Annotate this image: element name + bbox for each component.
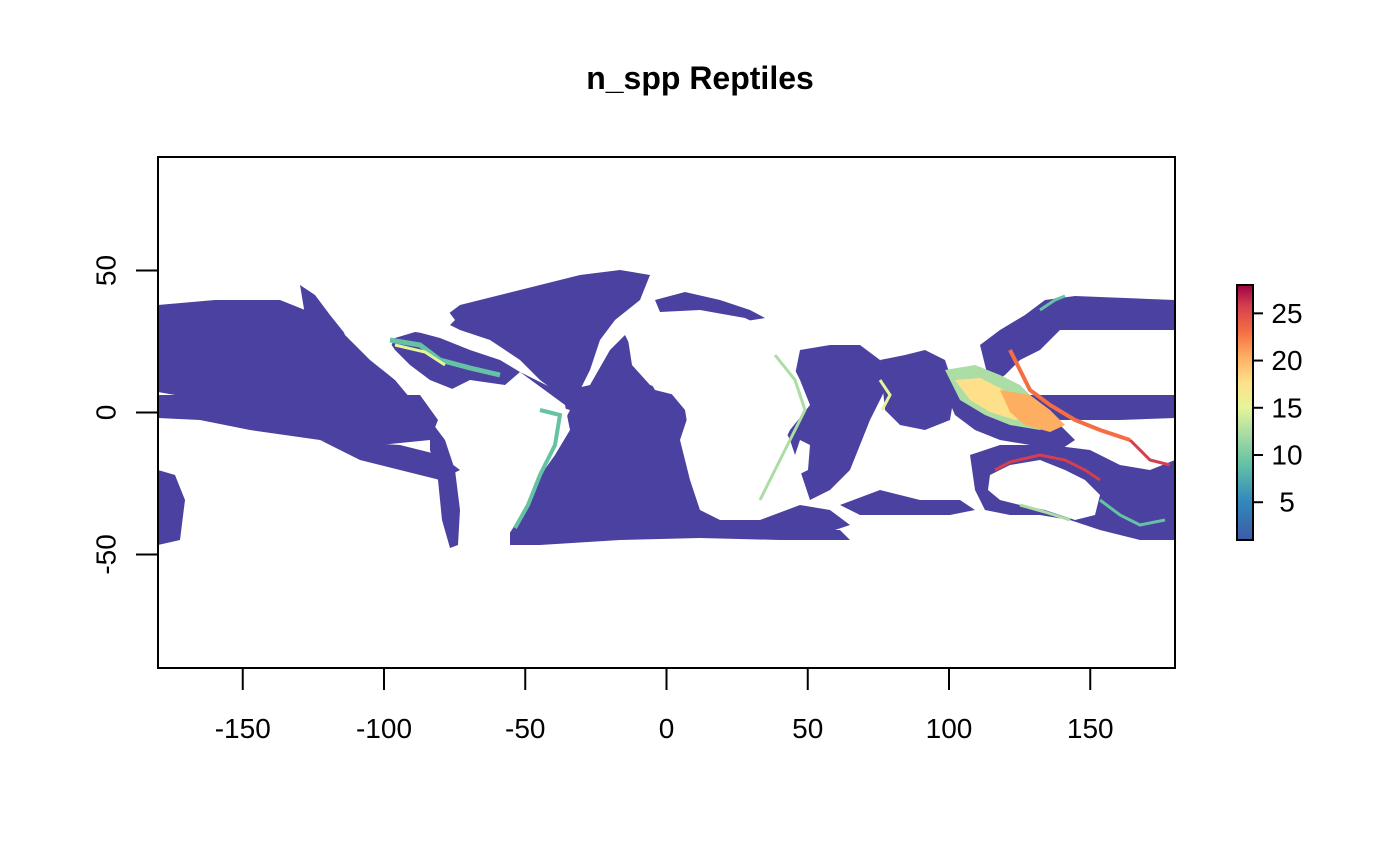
land-south-america: [440, 380, 570, 540]
land-madagascar: [795, 440, 810, 475]
coast-hotspot-africa: [758, 354, 807, 501]
x-tick-label: 0: [659, 713, 675, 744]
y-axis: -50 0 50: [91, 255, 158, 575]
x-axis: -150 -100 -50 0 50 100 150: [215, 668, 1114, 744]
x-tick-label: -150: [215, 713, 271, 744]
legend-tick-label: 15: [1271, 392, 1302, 423]
ocean-south-atlantic: [510, 510, 850, 545]
ocean-north-atlantic: [440, 270, 650, 395]
land-australia: [988, 460, 1100, 520]
plot-title: n_spp Reptiles: [586, 60, 814, 96]
legend-tick-label: 20: [1271, 345, 1302, 376]
legend-ticks: 5 10 15 20 25: [1253, 298, 1303, 518]
x-tick-label: -50: [505, 713, 545, 744]
ocean-east-pacific-coast: [300, 285, 410, 402]
ocean-equatorial-pacific: [158, 395, 438, 445]
ocean-atlantic: [510, 335, 850, 540]
land-north-america: [330, 285, 455, 380]
x-tick-label: 50: [792, 713, 823, 744]
legend-tick-label: 25: [1271, 298, 1302, 329]
legend-tick-label: 10: [1271, 440, 1302, 471]
coast-hotspot-south-america: [513, 408, 563, 529]
x-tick-label: -100: [356, 713, 412, 744]
ocean-south-pacific-fragments: [158, 470, 185, 545]
ocean-west-pacific: [980, 296, 1175, 385]
y-tick-label: 50: [91, 255, 122, 286]
y-tick-label: 0: [91, 405, 122, 421]
ocean-south-indian: [840, 490, 975, 515]
legend-colorbar: 5 10 15 20 25: [1236, 284, 1303, 541]
legend-bar: [1236, 284, 1254, 541]
x-tick-label: 100: [926, 713, 973, 744]
x-tick-label: 150: [1067, 713, 1114, 744]
raster-layer: [158, 270, 1175, 548]
indo-pacific-hotspot: [945, 294, 1171, 527]
ocean-arabian-sea: [880, 350, 955, 430]
land-africa: [625, 310, 810, 510]
legend-tick-label: 5: [1279, 487, 1295, 518]
y-tick-label: -50: [91, 534, 122, 574]
coast-hotspot-arabia: [878, 379, 892, 411]
ocean-south-america-west: [430, 420, 460, 548]
ocean-north-pacific: [158, 300, 385, 395]
